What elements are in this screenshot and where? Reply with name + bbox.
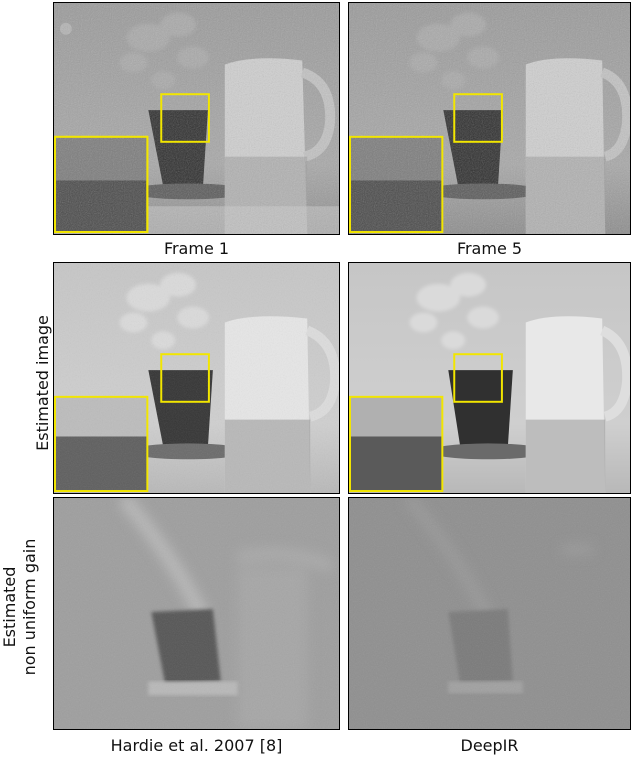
deepir-estimated-image — [348, 262, 631, 494]
caption-deepir: DeepIR — [348, 736, 631, 755]
row-label-estimated-gain: Estimated non uniform gain — [0, 507, 40, 707]
caption-frame-5: Frame 5 — [348, 239, 631, 258]
row-label-estimated-image: Estimated image — [33, 288, 53, 478]
caption-hardie: Hardie et al. 2007 [8] — [53, 736, 340, 755]
hardie-estimated-image — [53, 262, 340, 494]
frame-5-image — [348, 2, 631, 235]
hardie-gain-image — [53, 497, 340, 730]
row-label-gain-line1: Estimated — [0, 507, 20, 707]
row-label-gain-line2: non uniform gain — [20, 507, 40, 707]
frame-1-image — [53, 2, 340, 235]
caption-frame-1: Frame 1 — [53, 239, 340, 258]
deepir-gain-image — [348, 497, 631, 730]
